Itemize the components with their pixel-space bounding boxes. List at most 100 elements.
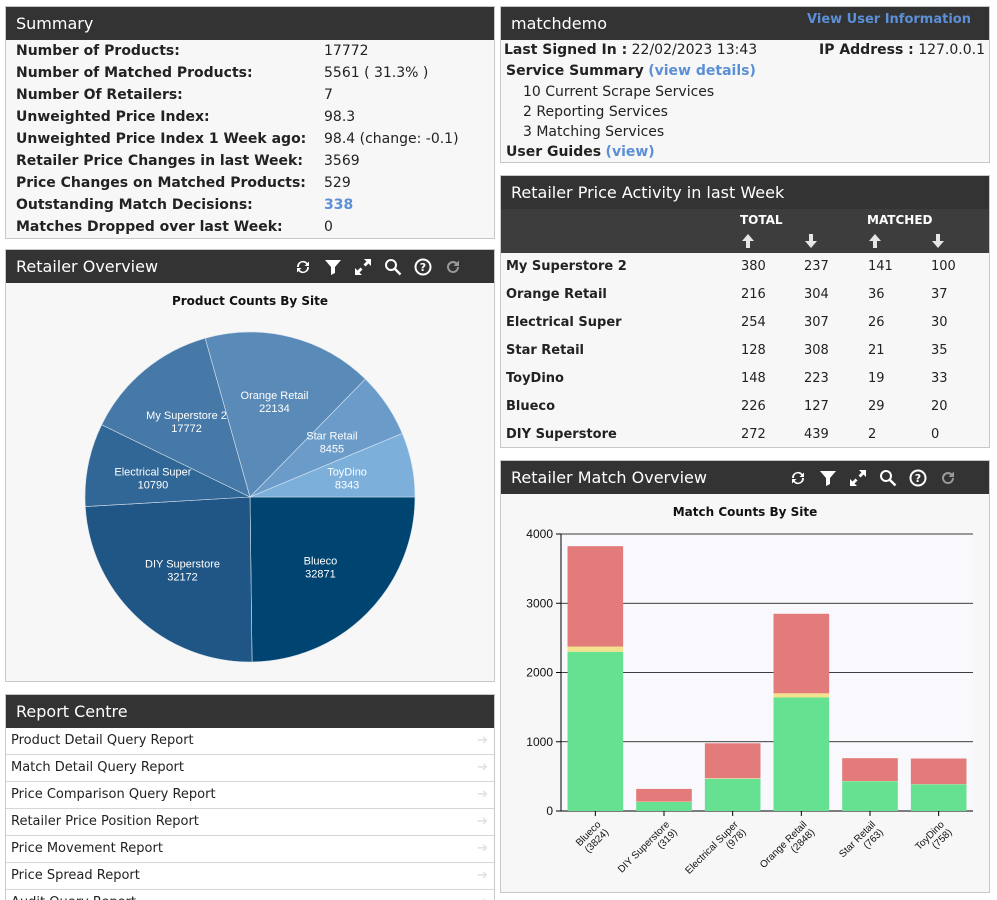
y-tick-label: 3000 — [526, 596, 553, 610]
matched-down-value: 20 — [931, 399, 948, 414]
price-activity-row: Orange Retail 216 304 36 37 — [501, 281, 989, 309]
y-tick-label: 1000 — [526, 735, 553, 749]
arrow-right-icon: ➔ — [477, 814, 488, 829]
ip-address: IP Address : 127.0.0.1 — [819, 42, 985, 58]
report-link[interactable]: Price Movement Report ➔ — [6, 836, 494, 863]
user-guides: User Guides (view) — [506, 144, 655, 160]
bar-segment[interactable] — [636, 801, 692, 811]
matched-down-value: 100 — [931, 259, 956, 274]
pie-slice-value: 32172 — [167, 571, 198, 583]
pie-slice-value: 17772 — [171, 423, 202, 435]
bar-segment[interactable] — [842, 758, 898, 782]
report-link[interactable]: Audit Query Report ➔ — [6, 890, 494, 900]
report-link[interactable]: Product Detail Query Report ➔ — [6, 728, 494, 755]
bar-segment[interactable] — [567, 546, 624, 647]
arrow-up-icon — [742, 234, 754, 248]
report-link[interactable]: Retailer Price Position Report ➔ — [6, 809, 494, 836]
last-signed-in-label: Last Signed In : — [504, 42, 628, 58]
expand-icon[interactable] — [348, 250, 378, 283]
bar-segment[interactable] — [910, 784, 967, 811]
summary-list: Number of Products: 17772 Number of Matche… — [6, 40, 494, 238]
bar-segment[interactable] — [567, 651, 624, 811]
pie-slice[interactable] — [204, 331, 366, 498]
summary-row-value: 5561 ( 31.3% ) — [324, 65, 429, 81]
summary-row-value: 0 — [324, 219, 333, 235]
report-link[interactable]: Price Comparison Query Report ➔ — [6, 782, 494, 809]
summary-row-value: 98.3 — [324, 109, 356, 125]
x-tick-label: Electrical Super(978) — [683, 819, 749, 885]
bar-segment[interactable] — [842, 781, 898, 811]
view-details-link[interactable]: (view details) — [648, 63, 756, 79]
arrow-right-icon: ➔ — [477, 890, 488, 900]
total-down-value: 237 — [804, 259, 829, 274]
report-link[interactable]: Price Spread Report ➔ — [6, 863, 494, 890]
matched-down-value: 35 — [931, 343, 948, 358]
bar-segment[interactable] — [773, 613, 830, 694]
filter-icon[interactable] — [813, 461, 843, 494]
retailer-name: DIY Superstore — [506, 427, 617, 442]
report-link[interactable]: Match Detail Query Report ➔ — [6, 755, 494, 782]
summary-row-value: 98.4 (change: -0.1) — [324, 131, 459, 147]
retailer-name: Electrical Super — [506, 315, 622, 330]
total-down-value: 304 — [804, 287, 829, 302]
pie-slice-label: My Superstore 2 — [146, 410, 227, 422]
bar-segment[interactable] — [773, 697, 830, 811]
matched-up-value: 29 — [868, 399, 885, 414]
summary-row-label: Retailer Price Changes in last Week: — [16, 153, 303, 169]
x-tick-label: DIY Superstore(319) — [616, 819, 680, 883]
help-icon[interactable]: ? — [903, 461, 933, 494]
search-icon[interactable] — [873, 461, 903, 494]
total-down-value: 439 — [804, 427, 829, 442]
pie-slice[interactable] — [249, 496, 416, 663]
summary-row-label: Outstanding Match Decisions: — [16, 197, 253, 213]
user-guides-view-link[interactable]: (view) — [605, 144, 655, 160]
refresh-icon[interactable] — [783, 461, 813, 494]
total-down-value: 308 — [804, 343, 829, 358]
summary-row-value: 3569 — [324, 153, 360, 169]
pie-slice-value: 22134 — [259, 403, 290, 415]
search-icon[interactable] — [378, 250, 408, 283]
matched-up-value: 19 — [868, 371, 885, 386]
price-activity-column-header: TOTAL MATCHED — [501, 209, 989, 253]
match-overview-header: Retailer Match Overview ? — [501, 461, 989, 494]
summary-row: Retailer Price Changes in last Week: 3569 — [6, 150, 494, 172]
bar-segment[interactable] — [773, 693, 830, 698]
report-link-label: Product Detail Query Report — [11, 733, 194, 748]
summary-panel: Summary Number of Products: 17772 Number o… — [5, 6, 495, 239]
last-signed-in-value: 22/02/2023 13:43 — [631, 42, 758, 58]
bar-segment[interactable] — [567, 646, 624, 652]
total-up-value: 380 — [741, 259, 766, 274]
bar-segment[interactable] — [704, 743, 761, 779]
total-up-value: 254 — [741, 315, 766, 330]
filter-icon[interactable] — [318, 250, 348, 283]
price-activity-row: Blueco 226 127 29 20 — [501, 393, 989, 421]
total-up-value: 272 — [741, 427, 766, 442]
pie-slice-label: Electrical Super — [114, 467, 191, 479]
total-up-value: 226 — [741, 399, 766, 414]
bar-segment[interactable] — [910, 758, 967, 785]
matched-up-value: 141 — [868, 259, 893, 274]
bar-segment[interactable] — [704, 778, 761, 779]
summary-row-label: Number Of Retailers: — [16, 87, 183, 103]
expand-icon[interactable] — [843, 461, 873, 494]
reset-icon[interactable] — [438, 250, 468, 283]
pie-slice[interactable] — [249, 433, 416, 498]
help-icon[interactable]: ? — [408, 250, 438, 283]
bar-segment[interactable] — [636, 788, 692, 802]
bar-segment[interactable] — [704, 778, 761, 811]
pie-slice[interactable] — [101, 337, 251, 498]
summary-row-value: 7 — [324, 87, 333, 103]
price-activity-row: Star Retail 128 308 21 35 — [501, 337, 989, 365]
refresh-icon[interactable] — [288, 250, 318, 283]
view-user-information-link[interactable]: View User Information — [807, 12, 971, 27]
retailer-name: Star Retail — [506, 343, 585, 358]
summary-header: Summary — [6, 7, 494, 40]
svg-text:?: ? — [420, 261, 426, 274]
summary-row: Outstanding Match Decisions: 338 — [6, 194, 494, 216]
pie-chart-title: Product Counts By Site — [171, 294, 329, 308]
user-guides-label: User Guides — [506, 144, 602, 160]
pie-slice[interactable] — [84, 496, 253, 663]
outstanding-decisions-link[interactable]: 338 — [324, 197, 354, 213]
reset-icon[interactable] — [933, 461, 963, 494]
x-tick-label: Orange Retail(2848) — [758, 819, 817, 878]
